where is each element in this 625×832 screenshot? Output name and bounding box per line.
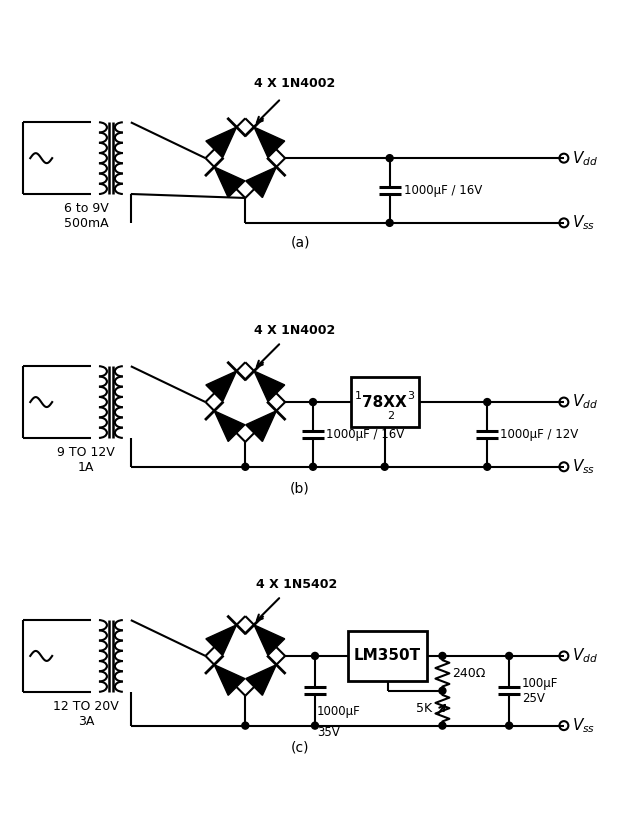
Text: 5K: 5K — [416, 701, 432, 715]
Polygon shape — [206, 625, 236, 656]
Circle shape — [242, 722, 249, 729]
Circle shape — [484, 463, 491, 470]
Text: 4 X 1N4002: 4 X 1N4002 — [254, 77, 336, 90]
Polygon shape — [246, 167, 276, 197]
Circle shape — [439, 687, 446, 694]
Text: 4 X 1N5402: 4 X 1N5402 — [256, 577, 338, 591]
Text: 100μF
25V: 100μF 25V — [522, 676, 559, 705]
Circle shape — [506, 722, 512, 729]
Bar — [348, 631, 428, 681]
Text: $\mathit{V_{dd}}$: $\mathit{V_{dd}}$ — [572, 393, 598, 411]
Text: 1000μF: 1000μF — [317, 705, 361, 718]
Text: 12 TO 20V
3A: 12 TO 20V 3A — [53, 700, 119, 728]
Polygon shape — [214, 411, 245, 442]
Text: $\mathit{V_{ss}}$: $\mathit{V_{ss}}$ — [572, 214, 595, 232]
Polygon shape — [214, 665, 245, 696]
Circle shape — [439, 722, 446, 729]
Circle shape — [439, 652, 446, 660]
Text: 1000μF / 16V: 1000μF / 16V — [404, 184, 482, 197]
Text: 2: 2 — [387, 411, 394, 421]
Text: 4 X 1N4002: 4 X 1N4002 — [254, 324, 336, 337]
Text: 9 TO 12V
1A: 9 TO 12V 1A — [57, 446, 115, 474]
Polygon shape — [254, 371, 285, 402]
Circle shape — [311, 652, 319, 660]
Text: 1: 1 — [355, 391, 362, 401]
Circle shape — [386, 155, 393, 161]
Polygon shape — [214, 167, 245, 197]
Circle shape — [309, 463, 316, 470]
Text: $\mathit{V_{ss}}$: $\mathit{V_{ss}}$ — [572, 716, 595, 735]
Text: (a): (a) — [290, 235, 310, 250]
Text: 1000μF / 12V: 1000μF / 12V — [500, 428, 578, 441]
Circle shape — [386, 220, 393, 226]
Polygon shape — [206, 127, 236, 158]
Text: 78XX: 78XX — [362, 394, 407, 409]
Text: (c): (c) — [291, 740, 309, 755]
Text: $\mathit{V_{dd}}$: $\mathit{V_{dd}}$ — [572, 149, 598, 167]
Text: $\mathit{V_{dd}}$: $\mathit{V_{dd}}$ — [572, 646, 598, 666]
Circle shape — [309, 399, 316, 405]
Circle shape — [242, 463, 249, 470]
Bar — [351, 377, 419, 427]
Circle shape — [381, 463, 388, 470]
Text: $\mathit{V_{ss}}$: $\mathit{V_{ss}}$ — [572, 458, 595, 476]
Text: 6 to 9V
500mA: 6 to 9V 500mA — [64, 202, 108, 230]
Polygon shape — [246, 411, 276, 442]
Text: 1000μF / 16V: 1000μF / 16V — [326, 428, 404, 441]
Circle shape — [311, 722, 319, 729]
Text: 35V: 35V — [317, 726, 340, 739]
Circle shape — [506, 652, 512, 660]
Text: 240Ω: 240Ω — [452, 667, 486, 680]
Polygon shape — [206, 371, 236, 402]
Circle shape — [484, 399, 491, 405]
Polygon shape — [246, 665, 276, 696]
Text: LM350T: LM350T — [354, 648, 421, 663]
Text: (b): (b) — [290, 482, 310, 496]
Text: 3: 3 — [408, 391, 414, 401]
Polygon shape — [254, 127, 285, 158]
Polygon shape — [254, 625, 285, 656]
